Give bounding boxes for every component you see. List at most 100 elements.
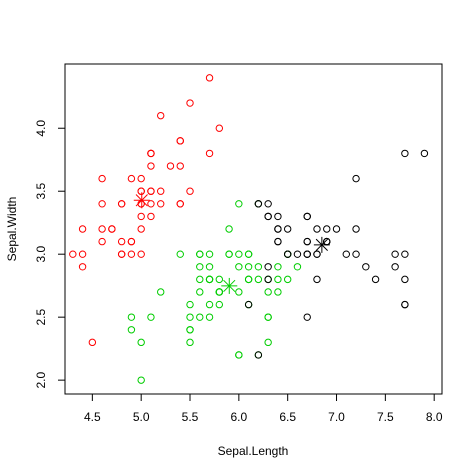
data-point xyxy=(147,149,155,158)
data-point xyxy=(362,263,370,271)
x-tick-label: 5.5 xyxy=(182,410,199,424)
data-point xyxy=(371,275,380,284)
data-point xyxy=(69,250,77,258)
data-point xyxy=(137,225,145,233)
cluster-center-marker xyxy=(133,192,150,209)
data-point xyxy=(205,149,214,158)
data-point xyxy=(147,212,155,221)
data-point xyxy=(137,212,145,221)
data-point xyxy=(137,376,145,384)
x-tick-label: 7.5 xyxy=(377,410,394,424)
data-point xyxy=(108,225,116,233)
data-point xyxy=(205,250,214,258)
data-point xyxy=(342,250,350,258)
x-tick-label: 6.5 xyxy=(279,410,296,424)
data-point xyxy=(303,237,311,246)
data-point xyxy=(264,275,272,284)
data-point xyxy=(264,212,272,221)
data-point xyxy=(196,288,204,296)
y-tick-label: 4.0 xyxy=(34,120,48,137)
data-point xyxy=(117,200,126,208)
data-point xyxy=(254,275,263,284)
y-axis-label: Sepal.Width xyxy=(5,197,19,262)
data-point xyxy=(274,225,282,233)
data-point xyxy=(303,250,311,258)
data-point xyxy=(264,200,272,208)
data-point xyxy=(196,250,204,258)
data-point xyxy=(147,187,155,195)
data-point xyxy=(157,200,165,208)
data-point xyxy=(244,300,253,309)
x-tick-label: 6.0 xyxy=(231,410,248,424)
data-point xyxy=(186,300,194,309)
data-point xyxy=(215,300,224,309)
data-points xyxy=(69,74,429,384)
data-point xyxy=(293,250,302,258)
data-point xyxy=(313,225,321,233)
data-point xyxy=(303,313,311,321)
data-point xyxy=(117,237,126,246)
y-axis: 2.0 2.5 3.0 3.5 4.0 xyxy=(34,120,66,388)
data-point xyxy=(391,263,399,271)
data-point xyxy=(157,288,165,296)
data-point xyxy=(235,200,243,208)
data-point xyxy=(303,212,311,221)
cluster-center-marker xyxy=(221,277,238,294)
data-point xyxy=(235,263,243,271)
plot-frame xyxy=(64,63,443,395)
data-point xyxy=(283,275,292,284)
data-point xyxy=(196,263,204,271)
data-point xyxy=(235,351,243,359)
data-point xyxy=(186,326,194,334)
data-point xyxy=(157,187,165,195)
data-point xyxy=(264,338,272,347)
data-point xyxy=(205,275,214,284)
data-point xyxy=(293,263,302,271)
data-point xyxy=(274,275,282,284)
data-point xyxy=(323,225,331,233)
data-point xyxy=(283,250,292,258)
x-tick-label: 8.0 xyxy=(426,410,443,424)
data-point xyxy=(186,99,194,107)
data-point xyxy=(274,288,282,296)
data-point xyxy=(332,225,341,233)
data-point xyxy=(235,250,243,258)
data-point xyxy=(137,338,145,347)
data-point xyxy=(401,275,409,284)
data-point xyxy=(186,187,194,195)
data-point xyxy=(401,300,409,309)
data-point xyxy=(244,275,253,284)
data-point xyxy=(88,338,97,347)
data-point xyxy=(137,250,145,258)
y-tick-label: 3.5 xyxy=(34,183,48,200)
x-tick-label: 7.0 xyxy=(328,410,345,424)
data-point xyxy=(176,162,184,170)
data-point xyxy=(98,174,106,183)
data-point xyxy=(391,250,399,258)
data-point xyxy=(137,187,145,195)
data-point xyxy=(225,225,233,233)
data-point xyxy=(352,225,360,233)
cluster-center-marker xyxy=(313,236,330,253)
data-point xyxy=(274,237,282,246)
data-point xyxy=(157,111,165,120)
x-axis-label: Sepal.Length xyxy=(218,444,289,458)
data-point xyxy=(215,124,224,132)
data-point xyxy=(254,263,263,271)
data-point xyxy=(127,313,136,321)
data-point xyxy=(127,237,136,246)
data-point xyxy=(254,351,263,359)
data-point xyxy=(127,174,136,183)
data-point xyxy=(420,149,429,158)
data-point xyxy=(205,313,214,321)
data-point xyxy=(264,263,272,271)
data-point xyxy=(117,250,126,258)
data-point xyxy=(127,326,136,334)
data-point xyxy=(176,137,184,145)
data-point xyxy=(205,74,214,82)
x-tick-label: 4.5 xyxy=(84,410,101,424)
data-point xyxy=(205,263,214,271)
data-point xyxy=(196,275,204,284)
data-point xyxy=(274,212,282,221)
